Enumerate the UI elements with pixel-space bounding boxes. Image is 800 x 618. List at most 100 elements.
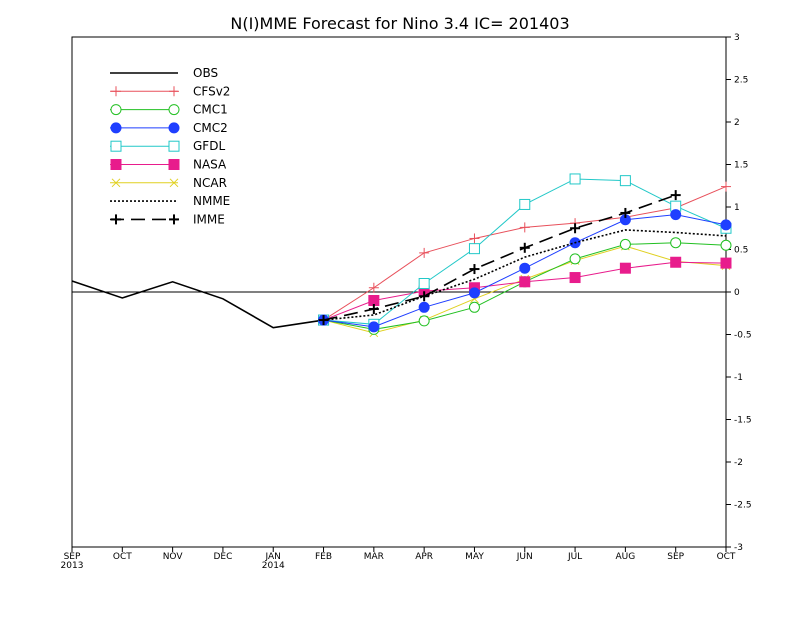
data-point-cmc1 (619, 238, 631, 250)
legend-marker-ncar (169, 178, 179, 188)
data-point-cfsv2 (469, 233, 480, 244)
data-point-imme (419, 291, 430, 302)
y-tick-label: -2.5 (734, 501, 752, 511)
legend-marker-gfdl (168, 140, 180, 152)
y-tick-label: -1.5 (734, 416, 752, 426)
data-point-imme (469, 264, 480, 275)
legend: OBS CFSv2 CMC1 CMC2 GFDL NASA NCAR NMME IMME (110, 66, 230, 226)
legend-label-nmme: NMME (193, 194, 230, 208)
x-tick-label: AUG (616, 552, 636, 562)
data-point-gfdl (418, 278, 430, 289)
legend-label-imme: IMME (193, 212, 225, 226)
series-ncar (319, 241, 731, 338)
x-tick-label: OCT (717, 552, 736, 562)
legend-marker-imme (111, 214, 121, 225)
data-point-nasa (519, 276, 531, 288)
y-tick-label: 0.5 (734, 246, 748, 256)
legend-label-cmc1: CMC1 (193, 103, 228, 117)
y-tick-label: -0.5 (734, 331, 752, 341)
x-tick-year: 2013 (61, 561, 84, 571)
legend-item-imme: IMME (110, 212, 225, 226)
data-point-gfdl (569, 173, 581, 185)
legend-item-nasa: NASA (110, 158, 227, 172)
data-point-nasa (569, 272, 581, 284)
data-point-cmc1 (569, 253, 581, 265)
y-tick-label: -1 (734, 373, 743, 383)
data-point-cmc1 (670, 237, 682, 249)
legend-marker-cmc2 (110, 122, 122, 134)
data-point-cmc1 (418, 315, 430, 327)
x-tick-label: JUN (516, 552, 533, 562)
data-point-imme (570, 223, 581, 234)
legend-item-gfdl: GFDL (110, 139, 225, 153)
data-point-imme (670, 190, 681, 201)
x-tick-label: DEC (213, 552, 232, 562)
y-tick-label: -3 (734, 543, 743, 553)
legend-marker-ncar (111, 178, 121, 188)
x-tick-label: OCT (113, 552, 132, 562)
legend-marker-cmc1 (168, 104, 180, 116)
legend-item-cmc2: CMC2 (110, 121, 228, 135)
data-point-imme (368, 304, 379, 314)
y-tick-label: -2 (734, 458, 743, 468)
y-tick-label: 0 (734, 288, 740, 298)
legend-item-cmc1: CMC1 (110, 103, 228, 117)
data-point-cmc1 (720, 239, 732, 251)
y-tick-label: 3 (734, 33, 740, 43)
legend-label-gfdl: GFDL (193, 139, 225, 153)
x-tick-label: SEP (64, 552, 81, 562)
data-point-cmc2 (519, 262, 531, 274)
legend-label-nasa: NASA (193, 158, 227, 172)
data-point-gfdl (519, 198, 531, 210)
y-tick-label: 1.5 (734, 161, 748, 171)
y-tick-label: 1 (734, 203, 740, 213)
x-tick-year: 2014 (262, 561, 285, 571)
legend-label-ncar: NCAR (193, 176, 227, 190)
legend-marker-cfsv2 (111, 86, 121, 97)
chart-title: N(I)MME Forecast for Nino 3.4 IC= 201403 (230, 14, 569, 33)
data-point-cmc1 (468, 301, 480, 313)
data-point-cmc2 (670, 209, 682, 221)
data-point-gfdl (468, 243, 480, 255)
data-point-cmc2 (720, 219, 732, 231)
x-tick-label: JAN (265, 552, 281, 562)
series-obs (71, 280, 324, 329)
legend-marker-cmc2 (168, 122, 180, 134)
legend-item-ncar: NCAR (110, 176, 227, 190)
y-tick-label: 2 (734, 118, 740, 128)
x-tick-label: JUL (567, 552, 582, 562)
y-axis: 3 2.5 2 1.5 1 0.5 0 -0.5 -1 -1.5 -2 -2.5 -3 (726, 33, 752, 553)
data-point-nasa (720, 257, 732, 269)
data-point-cfsv2 (368, 282, 379, 293)
data-point-cfsv2 (419, 247, 430, 258)
legend-marker-nasa (168, 159, 180, 170)
data-point-imme (519, 242, 530, 253)
legend-label-obs: OBS (193, 66, 218, 80)
legend-item-obs: OBS (110, 66, 218, 80)
legend-item-nmme: NMME (110, 194, 230, 208)
x-tick-label: SEP (667, 552, 684, 562)
series-line-ncar (323, 245, 727, 334)
y-tick-label: 2.5 (734, 76, 748, 86)
data-point-nasa (619, 262, 631, 274)
series-line-nmme (323, 229, 727, 321)
legend-label-cmc2: CMC2 (193, 121, 228, 135)
legend-marker-cmc1 (110, 104, 122, 116)
series-line-obs (71, 280, 324, 329)
data-point-imme (318, 315, 329, 326)
data-point-gfdl (619, 175, 631, 187)
data-point-cmc2 (418, 301, 430, 313)
x-tick-label: FEB (315, 552, 332, 562)
legend-marker-imme (169, 214, 179, 225)
legend-marker-cfsv2 (169, 86, 179, 97)
legend-marker-nasa (110, 159, 122, 170)
data-point-imme (620, 207, 631, 218)
data-point-cfsv2 (519, 222, 530, 233)
x-tick-label: MAY (465, 552, 484, 562)
x-tick-label: NOV (163, 552, 184, 562)
x-tick-label: MAR (364, 552, 384, 562)
data-point-cmc2 (468, 287, 480, 299)
legend-label-cfsv2: CFSv2 (193, 84, 230, 98)
